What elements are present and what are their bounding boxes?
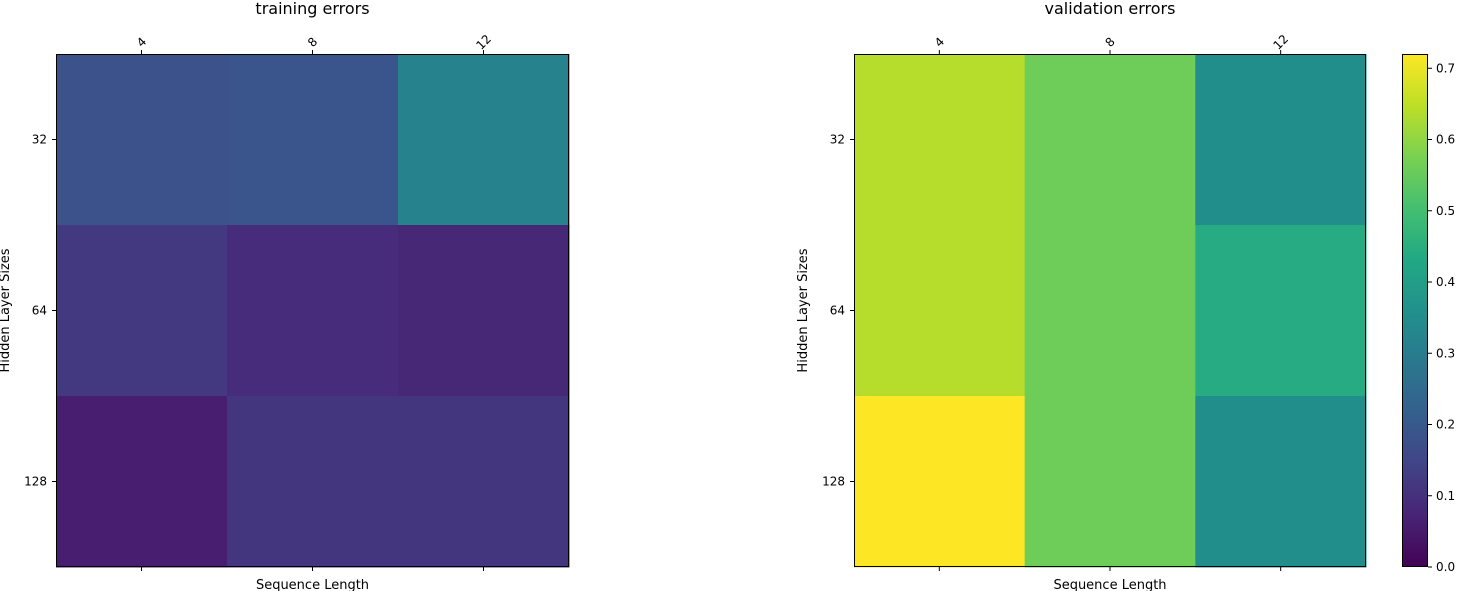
heatmap-cell <box>227 54 399 226</box>
y-axis-label: Hidden Layer Sizes <box>796 248 811 372</box>
x-axis-label: Sequence Length <box>1053 578 1166 591</box>
colorbar-tick-label: 0.7 <box>1436 61 1455 75</box>
colorbar-tick-label: 0.6 <box>1436 133 1455 147</box>
y-tick-label: 128 <box>822 475 845 489</box>
heatmap-cell <box>1024 396 1196 568</box>
y-tick-label: 128 <box>24 475 47 489</box>
y-tick-label: 64 <box>830 304 845 318</box>
colorbar-tick-label: 0.4 <box>1436 275 1455 289</box>
colorbar-fill <box>1402 54 1428 567</box>
x-tick-label: 12 <box>473 32 494 53</box>
colorbar: 0.0 0.1 0.2 0.3 0.4 0.5 0.6 0.7 <box>1402 54 1455 574</box>
colorbar-tick-label: 0.2 <box>1436 418 1455 432</box>
axes-frame <box>56 54 569 567</box>
x-tick-label: 4 <box>932 35 947 50</box>
heatmap-cell <box>854 54 1026 226</box>
heatmap-cell <box>1024 225 1196 397</box>
heatmap-cell <box>398 54 570 226</box>
heatmap-cell <box>398 225 570 397</box>
y-tick-label: 32 <box>830 133 845 147</box>
y-tick-label: 32 <box>32 133 47 147</box>
axes-frame <box>854 54 1366 567</box>
colorbar-tick-label: 0.1 <box>1436 489 1455 503</box>
heatmap-cell <box>56 225 228 397</box>
colorbar-tick-label: 0.3 <box>1436 346 1455 360</box>
x-tick-label: 12 <box>1270 32 1291 53</box>
x-tick-label: 4 <box>134 35 149 50</box>
x-tick-label: 8 <box>305 35 320 50</box>
colorbar-tick-label: 0.0 <box>1436 560 1455 574</box>
heatmap-cell <box>1195 225 1367 397</box>
heatmap-cell <box>227 225 399 397</box>
heatmap-cell <box>1195 54 1367 226</box>
heatmap-cell <box>398 396 570 568</box>
colorbar-frame <box>1402 54 1428 567</box>
heatmap-cell <box>1024 54 1196 226</box>
y-axis-label: Hidden Layer Sizes <box>0 248 13 372</box>
heatmap-cell <box>56 396 228 568</box>
chart-title: training errors <box>255 0 369 18</box>
heatmap-cell <box>854 396 1026 568</box>
heatmap-cell <box>1195 396 1367 568</box>
heatmap-cell <box>854 225 1026 397</box>
colorbar-tick-label: 0.5 <box>1436 204 1455 218</box>
heatmap-cell <box>56 54 228 226</box>
heatmap-cell <box>227 396 399 568</box>
chart-title: validation errors <box>1045 0 1176 18</box>
x-axis-label: Sequence Length <box>256 578 369 591</box>
training-errors-heatmap: 4 8 12 32 64 128 training errors Sequence Lengt… <box>0 0 570 591</box>
y-tick-label: 64 <box>32 304 47 318</box>
x-tick-label: 8 <box>1103 35 1118 50</box>
validation-errors-heatmap: 4 8 12 32 64 128 validation errors Sequence Len… <box>796 0 1367 591</box>
